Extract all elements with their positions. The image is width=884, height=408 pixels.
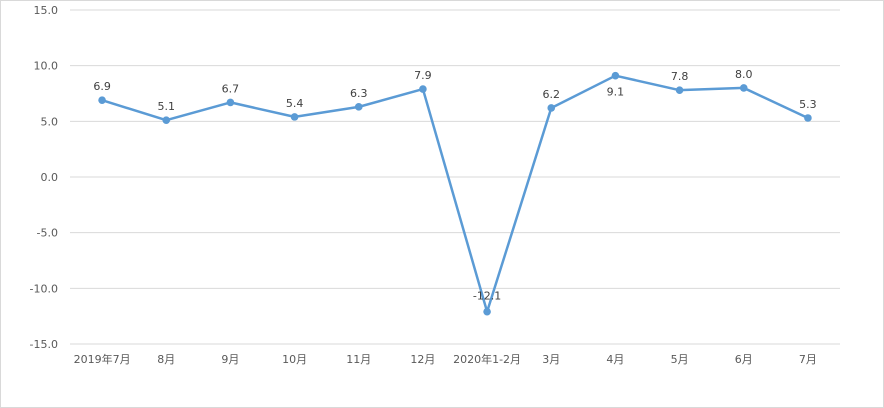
series-line (101, 74, 809, 313)
x-tick-label: 4月 (606, 353, 624, 366)
data-label: 5.1 (158, 100, 176, 113)
data-label: 9.1 (607, 86, 625, 99)
x-tick-label: 11月 (346, 353, 371, 366)
y-tick-label: 15.0 (34, 4, 59, 17)
y-tick-label: -10.0 (30, 282, 58, 295)
data-point (354, 103, 363, 111)
data-label: 8.0 (735, 68, 753, 81)
x-tick-label: 8月 (157, 353, 175, 366)
data-point (804, 114, 812, 122)
x-tick-label: 9月 (221, 353, 239, 366)
data-point (162, 116, 171, 125)
data-point (290, 113, 299, 121)
data-point (675, 86, 684, 94)
data-label: -12.1 (473, 290, 501, 303)
data-label: 7.8 (671, 70, 689, 83)
data-point (739, 84, 748, 92)
x-tick-label: 3月 (542, 353, 560, 366)
x-tick-label: 6月 (735, 353, 753, 366)
data-label: 6.3 (350, 87, 368, 100)
x-tick-label: 2020年1-2月 (453, 352, 521, 366)
y-tick-label: -5.0 (37, 227, 58, 240)
x-tick-label: 10月 (282, 353, 307, 366)
x-tick-label: 5月 (671, 353, 689, 366)
x-tick-label: 2019年7月 (74, 352, 131, 366)
data-label: 5.3 (799, 98, 817, 111)
y-tick-label: -15.0 (30, 338, 58, 351)
data-point (547, 104, 556, 112)
data-label: 5.4 (286, 97, 304, 110)
data-label: 7.9 (414, 69, 432, 82)
data-point (226, 98, 235, 107)
data-label: 6.2 (543, 88, 561, 101)
x-tick-label: 12月 (410, 353, 435, 366)
data-point (483, 307, 491, 316)
y-tick-label: 5.0 (41, 115, 59, 128)
x-tick-label: 7月 (799, 353, 817, 366)
y-tick-label: 0.0 (41, 171, 59, 184)
data-point (98, 96, 106, 104)
data-point (611, 71, 620, 80)
data-label: 6.9 (93, 80, 111, 93)
data-label: 6.7 (222, 82, 240, 95)
data-point (419, 85, 427, 93)
y-tick-label: 10.0 (34, 60, 59, 73)
